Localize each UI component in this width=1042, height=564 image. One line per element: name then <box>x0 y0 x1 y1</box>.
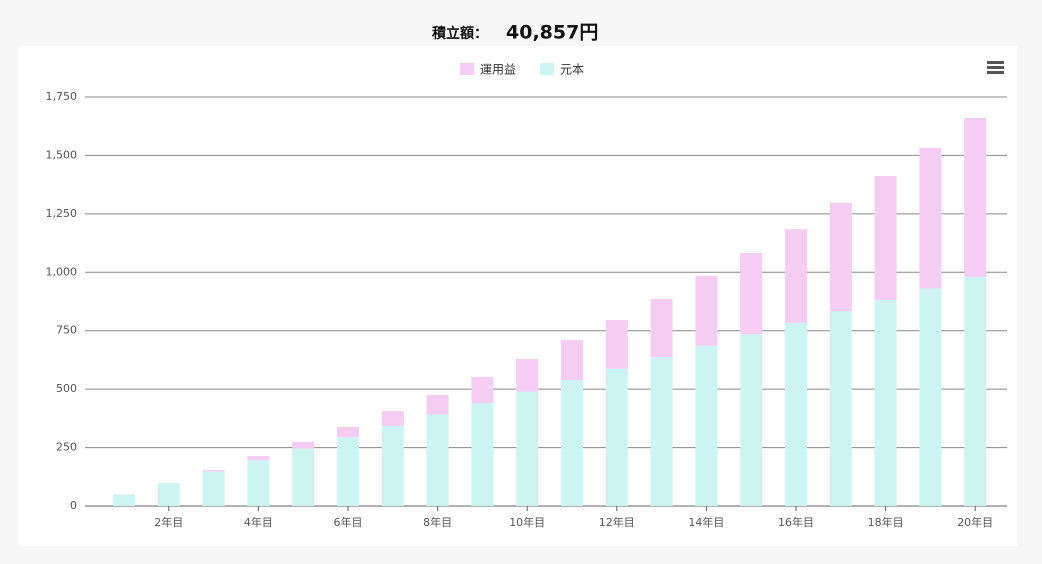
bar-segment <box>964 276 987 506</box>
bar-segment <box>650 298 673 358</box>
bar-segment <box>471 376 494 403</box>
bar-segment <box>561 380 583 506</box>
x-tick-label: 10年目 <box>509 515 545 529</box>
bar-segment <box>337 437 359 506</box>
x-tick-label: 6年目 <box>334 515 363 529</box>
y-tick-label: 1,500 <box>46 148 78 161</box>
bar-segment <box>516 391 539 506</box>
x-tick-label: 16年目 <box>778 515 814 529</box>
legend-label: 運用益 <box>480 63 516 77</box>
bar-segment <box>292 448 315 506</box>
y-tick-label: 750 <box>56 324 77 337</box>
bar-segment <box>829 202 852 312</box>
x-tick-label: 2年目 <box>154 515 183 529</box>
bar-segment <box>785 322 807 506</box>
bar-segment <box>695 276 718 346</box>
menu-bar <box>987 71 1004 74</box>
x-tick-label: 4年目 <box>244 515 273 529</box>
bar-segment <box>785 229 807 323</box>
x-tick-label: 20年目 <box>957 515 993 529</box>
x-tick-label: 8年目 <box>423 515 452 529</box>
chart-title: 積立額： <box>431 25 488 42</box>
legend-swatch <box>540 63 554 75</box>
bar-segment <box>874 299 897 506</box>
total-amount: 40,857円 <box>506 22 598 44</box>
bar-segment <box>740 252 763 335</box>
y-tick-label: 1,750 <box>46 90 78 103</box>
bar-segment <box>202 470 225 472</box>
bar-segment <box>247 455 270 461</box>
bar-segment <box>919 288 942 506</box>
bar-segment <box>113 494 135 506</box>
bar-segment <box>426 394 449 415</box>
legend-swatch <box>460 63 474 75</box>
menu-button[interactable] <box>987 61 1004 74</box>
y-tick-label: 1,000 <box>46 265 78 278</box>
bar-segment <box>292 441 315 449</box>
bar-segment <box>516 358 539 392</box>
menu-bar <box>987 66 1004 69</box>
bar-segment <box>964 118 987 277</box>
bar-segment <box>381 425 404 506</box>
x-tick-label: 18年目 <box>868 515 904 529</box>
x-tick-label: 12年目 <box>599 515 635 529</box>
bar-segment <box>337 427 359 438</box>
bar-segment <box>381 411 404 426</box>
bar-segment <box>650 357 673 506</box>
bar-segment <box>247 460 270 506</box>
bar-segment <box>695 345 718 506</box>
bar-segment <box>471 402 494 506</box>
bar-segment <box>561 340 583 381</box>
bar-segment <box>202 471 225 506</box>
bar-segment <box>740 334 763 506</box>
bar-segment <box>919 147 942 289</box>
bar-segment <box>426 414 449 506</box>
x-tick-label: 14年目 <box>688 515 724 529</box>
bar-segment <box>874 175 897 300</box>
y-tick-label: 500 <box>56 382 77 395</box>
bar-segment <box>605 368 628 506</box>
legend-label: 元本 <box>560 63 584 77</box>
bar-segment <box>605 319 628 369</box>
menu-bar <box>987 61 1004 64</box>
y-tick-label: 1,250 <box>46 207 78 220</box>
y-tick-label: 250 <box>56 441 77 454</box>
bar-segment <box>157 483 180 506</box>
bar-segment <box>829 311 852 506</box>
y-tick-label: 0 <box>70 499 77 512</box>
